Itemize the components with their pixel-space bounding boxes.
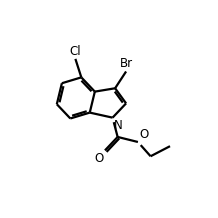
Text: Cl: Cl	[70, 44, 81, 58]
Text: Br: Br	[119, 57, 133, 70]
Text: N: N	[114, 119, 123, 132]
Text: O: O	[139, 128, 148, 141]
Text: O: O	[94, 152, 103, 165]
